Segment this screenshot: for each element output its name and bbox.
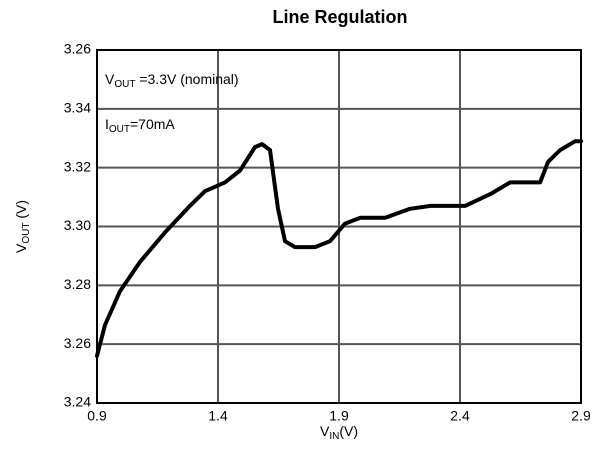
annotation-part: I bbox=[105, 116, 109, 132]
x-tick-label: 0.9 bbox=[87, 408, 107, 424]
x-axis-label-part: IN bbox=[329, 431, 339, 442]
x-tick-label: 2.4 bbox=[450, 408, 470, 424]
y-tick-label: 3.28 bbox=[64, 276, 91, 292]
annotation-part: =3.3V (nominal) bbox=[135, 71, 238, 87]
y-tick-label: 3.26 bbox=[64, 41, 91, 57]
y-axis-label-part: OUT bbox=[21, 223, 32, 244]
annotation-part: OUT bbox=[109, 124, 130, 135]
y-axis-label: VOUT (V) bbox=[13, 200, 32, 253]
x-axis-label-part: (V) bbox=[339, 423, 358, 439]
x-tick-label: 1.9 bbox=[329, 408, 349, 424]
y-tick-label: 3.34 bbox=[64, 100, 91, 116]
x-axis-label: VIN(V) bbox=[320, 423, 358, 442]
annotation: IOUT=70mA bbox=[105, 116, 175, 135]
annotation-part: =70mA bbox=[130, 116, 175, 132]
y-axis-label-part: V bbox=[13, 243, 29, 253]
annotation-part: OUT bbox=[114, 79, 135, 90]
annotation-part: V bbox=[105, 71, 115, 87]
chart-title: Line Regulation bbox=[273, 7, 408, 27]
data-line bbox=[95, 139, 583, 358]
x-axis-label-part: V bbox=[320, 423, 330, 439]
y-tick-label: 3.24 bbox=[64, 394, 91, 410]
annotation: VOUT =3.3V (nominal) bbox=[105, 71, 239, 90]
y-tick-label: 3.30 bbox=[64, 217, 91, 233]
y-tick-label: 3.32 bbox=[64, 158, 91, 174]
y-tick-label: 3.26 bbox=[64, 335, 91, 351]
plot-border bbox=[96, 49, 582, 404]
y-axis-label-part: (V) bbox=[13, 200, 29, 223]
x-tick-label: 2.9 bbox=[571, 408, 591, 424]
x-tick-label: 1.4 bbox=[208, 408, 228, 424]
